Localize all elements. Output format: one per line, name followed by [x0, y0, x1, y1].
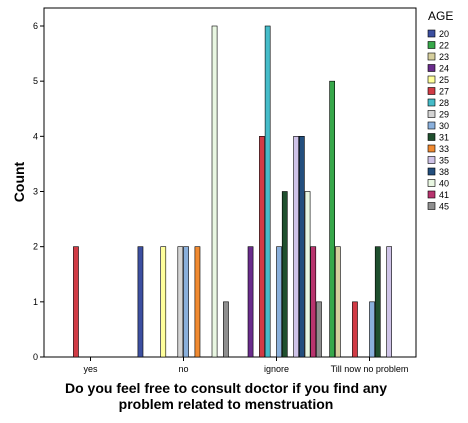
- legend-swatch: [427, 133, 436, 141]
- plot-area: [43, 7, 417, 358]
- legend-swatch: [427, 121, 436, 130]
- legend-label: 22: [439, 41, 449, 51]
- legend-swatch: [427, 179, 436, 187]
- y-tick-label: 0: [33, 352, 38, 362]
- x-axis: yes no ignore Till now no problem: [83, 357, 408, 374]
- legend-swatch: [427, 110, 436, 118]
- legend-swatch: [427, 167, 436, 176]
- legend-label: 41: [439, 190, 449, 200]
- bar-age-30-till-now-no-problem: [369, 301, 375, 358]
- bar-age-45-no: [223, 301, 229, 358]
- legend-label: 20: [439, 29, 449, 39]
- x-tick-label: no: [178, 364, 188, 374]
- y-tick-label: 6: [33, 21, 38, 31]
- bar-age-27-till-now-no-problem: [352, 301, 358, 358]
- bar-age-20-no: [137, 246, 144, 358]
- x-tick-label: yes: [83, 364, 98, 374]
- legend-label: 23: [439, 52, 449, 62]
- y-tick-label: 4: [33, 131, 38, 141]
- bars: [73, 25, 393, 358]
- bar-age-29-no: [177, 246, 184, 358]
- y-tick-label: 3: [33, 187, 38, 197]
- legend-label: 27: [439, 87, 449, 97]
- legend-label: 38: [439, 167, 449, 177]
- bar-age-27-yes: [73, 246, 79, 358]
- legend-label: 31: [439, 133, 449, 143]
- legend-label: 35: [439, 156, 449, 166]
- bar-age-38-ignore: [298, 136, 305, 358]
- bar-age-31-ignore: [281, 191, 288, 358]
- legend-swatch: [427, 144, 436, 153]
- legend-title: AGE: [428, 9, 453, 23]
- x-axis-title-line-2: problem related to menstruation: [119, 396, 334, 412]
- bar-age-30-no: [183, 246, 189, 358]
- legend-swatch: [427, 64, 436, 72]
- bar-age-27-ignore: [259, 136, 265, 358]
- legend-label: 45: [439, 202, 449, 212]
- y-axis: 0 1 2 3 4 5 6: [33, 21, 44, 362]
- x-tick-label: Till now no problem: [331, 364, 409, 374]
- x-tick-label: ignore: [264, 364, 289, 374]
- x-axis-title-line-1: Do you feel free to consult doctor if yo…: [65, 380, 387, 396]
- legend-swatch: [427, 98, 436, 107]
- y-tick-label: 5: [33, 76, 38, 86]
- legend-label: 29: [439, 110, 449, 120]
- legend-swatch: [427, 52, 436, 61]
- legend-label: 33: [439, 144, 449, 154]
- legend-swatch: [427, 87, 436, 95]
- bar-age-41-ignore: [310, 246, 317, 358]
- y-tick-label: 2: [33, 242, 38, 252]
- bar-age-33-no: [194, 246, 201, 358]
- bar-age-31-till-now-no-problem: [374, 246, 381, 358]
- bar-age-24-ignore: [247, 246, 254, 358]
- legend-swatch: [427, 202, 436, 210]
- bar-age-40-ignore: [304, 191, 311, 358]
- bar-age-35-till-now-no-problem: [386, 246, 393, 358]
- legend-swatch: [427, 41, 436, 49]
- bar-age-35-ignore: [293, 136, 300, 358]
- legend-label: 30: [439, 121, 449, 131]
- legend-label: 40: [439, 179, 449, 189]
- legend-label: 24: [439, 64, 449, 74]
- bar-age-25-no: [160, 246, 167, 358]
- legend-label: 28: [439, 98, 449, 108]
- bar-age-30-ignore: [276, 246, 282, 358]
- legend-swatch: [427, 75, 436, 84]
- bar-age-22-till-now-no-problem: [329, 80, 336, 358]
- legend-swatch: [427, 29, 436, 38]
- bar-age-40-no: [211, 25, 218, 358]
- legend-label: 25: [439, 75, 449, 85]
- y-axis-title: Count: [11, 161, 27, 202]
- bar-age-23-till-now-no-problem: [334, 246, 341, 358]
- bar-age-28-ignore: [264, 25, 271, 358]
- legend-swatch: [427, 190, 436, 199]
- y-tick-label: 1: [33, 297, 38, 307]
- bar-age-45-ignore: [316, 301, 322, 358]
- legend-swatch: [427, 156, 436, 164]
